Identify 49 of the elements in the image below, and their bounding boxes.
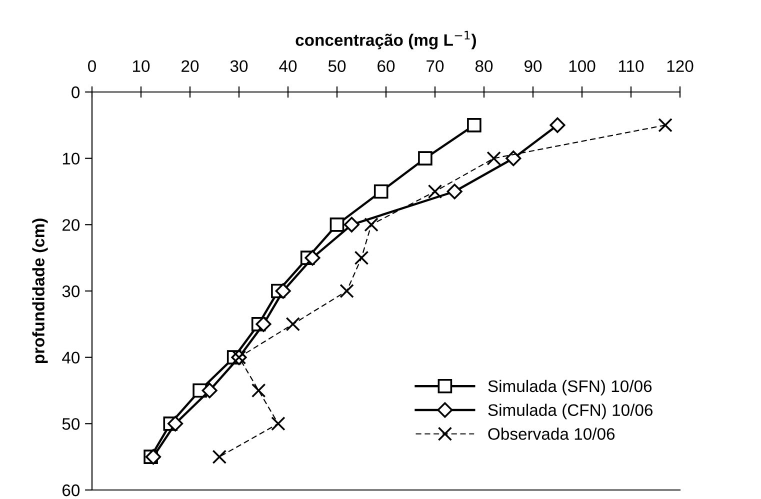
point <box>212 450 227 464</box>
x-tick-label: 0 <box>88 60 96 72</box>
legend-label: Simulada (SFN) 10/06 <box>488 380 652 396</box>
legend-label: Simulada (CFN) 10/06 <box>488 404 653 420</box>
point <box>467 118 482 132</box>
y-tick-label: 20 <box>62 219 80 231</box>
point <box>330 218 344 232</box>
y-axis-title: profundidade (cm) <box>32 218 48 364</box>
y-tick-label: 40 <box>62 352 80 364</box>
point <box>202 382 218 398</box>
x-tick-label: 120 <box>667 60 694 72</box>
point <box>506 150 522 166</box>
point <box>145 449 162 465</box>
y-tick-label: 0 <box>72 86 80 98</box>
y-tick-label: 60 <box>62 484 80 496</box>
point <box>251 383 266 398</box>
x-tick-label: 90 <box>524 60 542 72</box>
x-tick-label: 40 <box>279 60 297 72</box>
point <box>354 250 369 265</box>
x-tick-label: 70 <box>426 60 444 72</box>
x-tick-label: 50 <box>328 60 346 72</box>
point <box>271 416 286 431</box>
point <box>168 416 184 432</box>
x-tick-label: 110 <box>618 60 644 72</box>
point <box>364 218 378 232</box>
point <box>275 283 291 299</box>
x-tick-label: 100 <box>569 60 596 72</box>
point <box>486 151 501 166</box>
point <box>446 184 462 200</box>
point <box>428 184 442 199</box>
point <box>374 184 388 199</box>
x-tick-label: 60 <box>378 60 395 72</box>
point <box>418 151 432 166</box>
y-tick-label: 30 <box>62 285 80 298</box>
point <box>256 316 272 332</box>
y-tick-label: 10 <box>62 152 80 165</box>
x-tick-label: 30 <box>230 60 248 72</box>
point <box>550 117 566 133</box>
y-tick-label: 50 <box>62 418 80 430</box>
x-tick-label: 10 <box>133 60 150 72</box>
point <box>658 118 672 132</box>
legend-label: Observada 10/06 <box>488 428 615 440</box>
x-tick-label: 80 <box>475 60 493 72</box>
point <box>304 250 320 266</box>
x-tick-label: 20 <box>182 60 199 72</box>
point <box>286 317 300 332</box>
x-axis-title: concentração (mg L$^{−1}$) <box>296 30 476 50</box>
point <box>344 216 360 232</box>
point <box>340 284 354 298</box>
